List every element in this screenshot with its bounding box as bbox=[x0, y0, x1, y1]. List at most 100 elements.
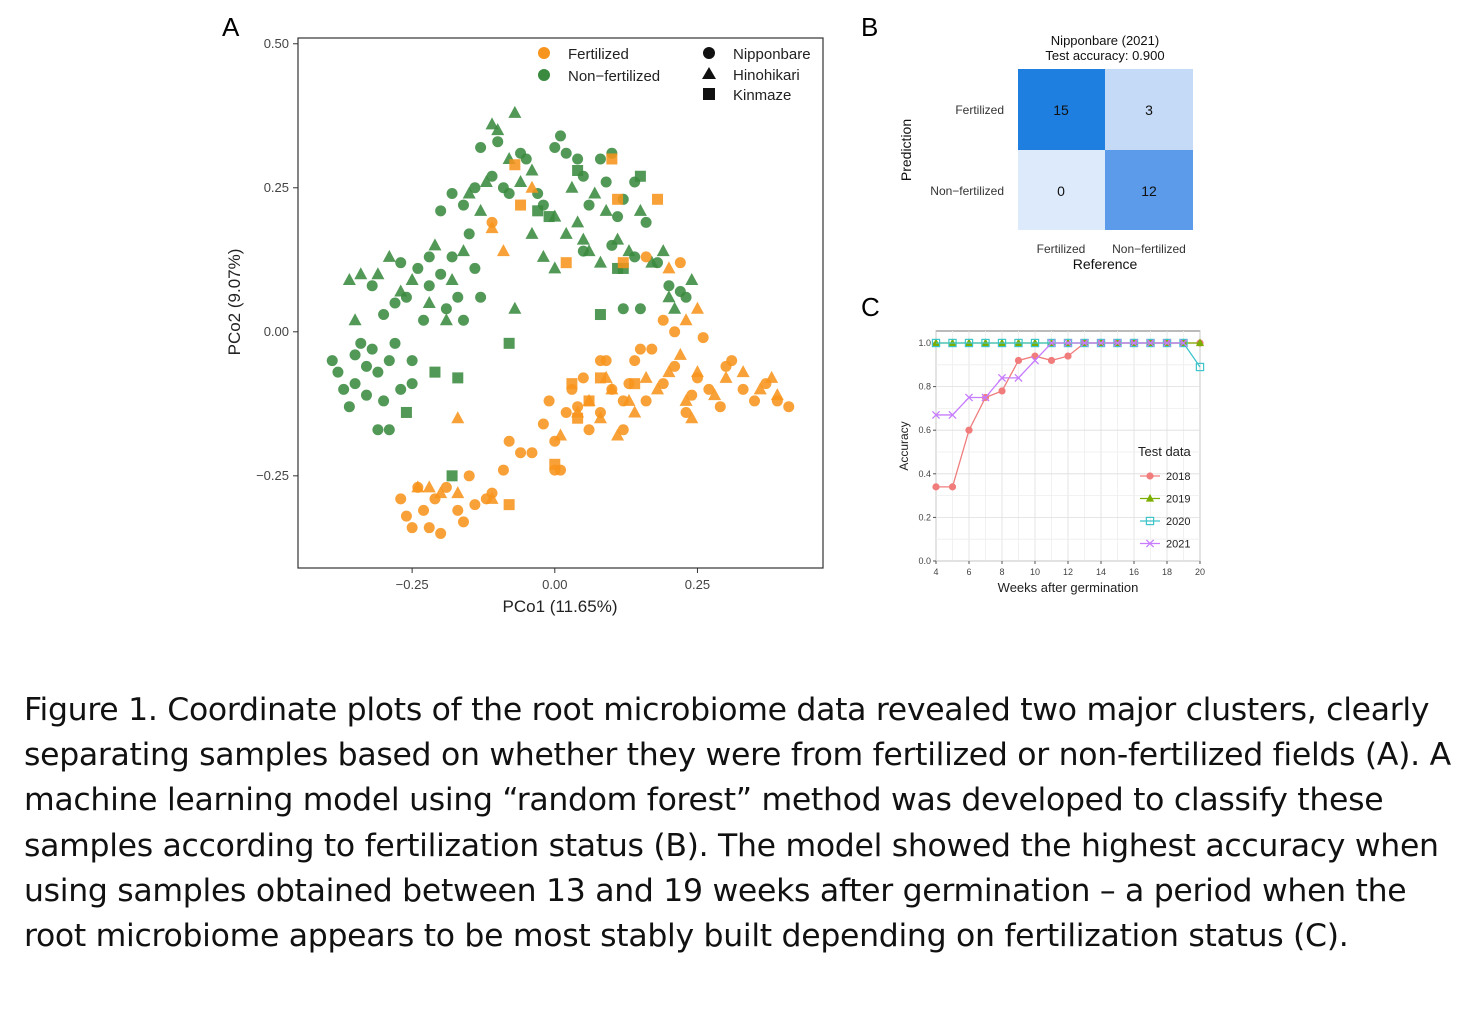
data-point bbox=[577, 372, 589, 384]
data-point bbox=[435, 268, 447, 280]
data-point bbox=[526, 447, 538, 459]
data-point bbox=[770, 388, 784, 401]
matrix-value: 0 bbox=[1057, 183, 1065, 199]
line-marker bbox=[997, 373, 1007, 382]
legend-nonfertilized-label: Non−fertilized bbox=[568, 68, 660, 85]
data-point bbox=[338, 383, 350, 395]
y-axis-label: PCo2 (9.07%) bbox=[225, 249, 244, 356]
matrix-xlabel: Reference bbox=[1073, 256, 1138, 272]
data-point bbox=[611, 232, 625, 245]
legend-c-title: Test data bbox=[1138, 444, 1192, 459]
data-point bbox=[479, 175, 493, 188]
data-point bbox=[423, 251, 435, 263]
x-tick-label: 12 bbox=[1063, 567, 1073, 577]
data-point bbox=[475, 141, 487, 153]
data-point bbox=[422, 480, 436, 493]
data-point bbox=[629, 378, 641, 390]
line-marker bbox=[1145, 516, 1155, 526]
data-point bbox=[669, 326, 681, 338]
data-point bbox=[389, 337, 401, 349]
line-marker bbox=[998, 387, 1006, 395]
data-point bbox=[525, 226, 539, 239]
data-point bbox=[685, 411, 699, 424]
legend-hinohikari-label: Hinohikari bbox=[733, 67, 800, 84]
data-point bbox=[708, 388, 722, 401]
data-point bbox=[714, 401, 726, 413]
data-point bbox=[332, 366, 344, 378]
data-point bbox=[639, 370, 653, 383]
data-point bbox=[445, 272, 459, 285]
line-marker bbox=[964, 393, 974, 402]
x-tick-label: 0.25 bbox=[685, 577, 710, 592]
data-point bbox=[622, 393, 636, 406]
legend-fertilized-label: Fertilized bbox=[568, 46, 629, 63]
data-point bbox=[549, 458, 561, 470]
y-tick-label: 1.0 bbox=[918, 338, 931, 348]
matrix-ylabel: Prediction bbox=[898, 119, 914, 181]
matrix-value: 12 bbox=[1141, 183, 1157, 199]
data-point bbox=[543, 395, 555, 407]
line-marker bbox=[1146, 472, 1154, 480]
data-point bbox=[469, 499, 481, 511]
data-point bbox=[395, 257, 407, 269]
data-point bbox=[690, 365, 704, 378]
data-point bbox=[440, 303, 452, 315]
line-marker bbox=[997, 338, 1007, 347]
data-point bbox=[679, 313, 693, 326]
data-point bbox=[446, 470, 458, 482]
data-point bbox=[503, 499, 515, 511]
data-point bbox=[634, 170, 646, 182]
x-tick-label: 8 bbox=[999, 567, 1004, 577]
y-tick-label: 0.2 bbox=[918, 512, 931, 522]
data-point bbox=[451, 411, 465, 424]
data-point bbox=[452, 504, 464, 516]
data-point bbox=[463, 470, 475, 482]
data-point bbox=[737, 383, 749, 395]
x-tick-label: 0.00 bbox=[542, 577, 567, 592]
y-tick-label: 0.0 bbox=[918, 556, 931, 566]
data-point bbox=[571, 215, 585, 228]
data-point bbox=[629, 355, 641, 367]
data-point bbox=[348, 313, 362, 326]
accuracy-line-chart: 4 6 8 10 12 14 16 18 20 0.0 0.2 0.4 0.6 0.8 1.0 Weeks … bbox=[897, 330, 1205, 595]
legend-kinmaze-label: Kinmaze bbox=[733, 87, 791, 104]
data-point bbox=[372, 424, 384, 436]
data-point bbox=[548, 261, 562, 274]
c-y-axis-label: Accuracy bbox=[897, 421, 911, 470]
data-point bbox=[496, 244, 510, 257]
data-point bbox=[645, 255, 659, 268]
data-point bbox=[594, 372, 606, 384]
data-point bbox=[617, 262, 629, 274]
data-point bbox=[469, 262, 481, 274]
data-point bbox=[514, 175, 528, 188]
data-point bbox=[457, 314, 469, 326]
matrix-cell-fert-nonfert bbox=[1105, 69, 1193, 150]
data-point bbox=[560, 257, 572, 269]
line-marker bbox=[948, 338, 957, 348]
data-point bbox=[452, 372, 464, 384]
legend-nonfertilized-swatch bbox=[538, 69, 550, 81]
line-marker bbox=[981, 393, 990, 402]
data-point bbox=[749, 395, 761, 407]
line-marker bbox=[1080, 338, 1089, 348]
line-marker bbox=[931, 410, 941, 419]
data-point bbox=[572, 153, 584, 165]
data-point bbox=[605, 382, 619, 395]
data-point bbox=[634, 303, 646, 315]
line-marker bbox=[931, 338, 941, 348]
line-marker bbox=[932, 483, 940, 491]
data-point bbox=[406, 522, 418, 534]
data-point bbox=[633, 203, 647, 216]
data-point bbox=[656, 244, 670, 257]
data-point bbox=[395, 493, 407, 505]
data-point bbox=[634, 343, 646, 355]
data-point bbox=[492, 136, 504, 148]
x-tick-label: 6 bbox=[966, 567, 971, 577]
data-point bbox=[457, 199, 469, 211]
data-point bbox=[554, 428, 567, 441]
data-point bbox=[509, 159, 521, 171]
y-tick-label: 0.25 bbox=[264, 180, 289, 195]
data-point bbox=[378, 309, 390, 321]
data-point bbox=[456, 244, 470, 257]
matrix-title: Nipponbare (2021) bbox=[1051, 33, 1159, 48]
